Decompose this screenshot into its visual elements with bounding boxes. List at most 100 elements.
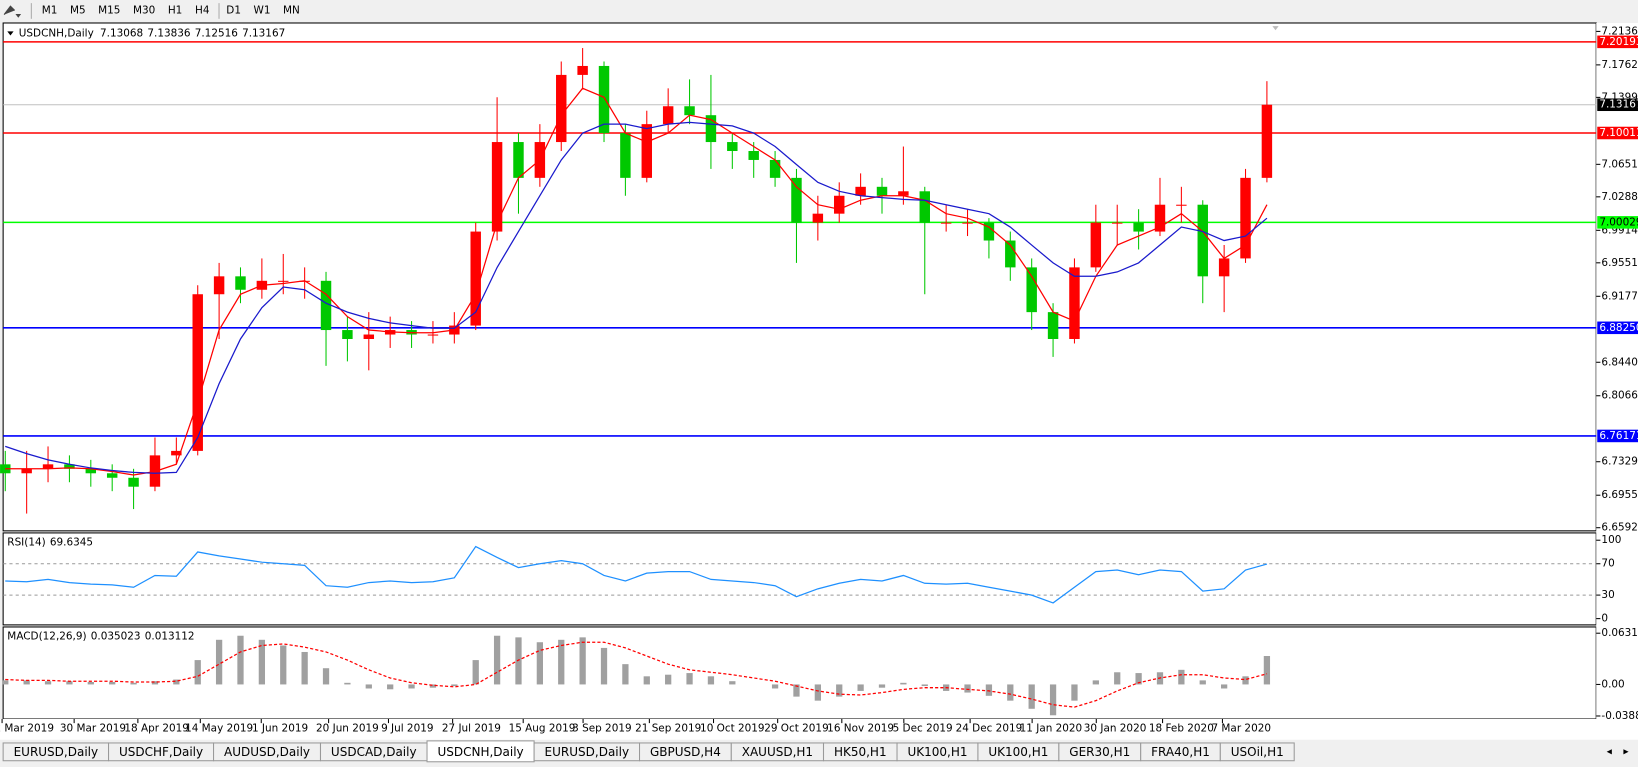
y-tick-label: 6.80660	[1601, 390, 1638, 402]
tab-label: XAUUSD,H1	[742, 745, 813, 759]
level-label-box	[1597, 321, 1638, 335]
tab-label: FRA40,H1	[1151, 745, 1210, 759]
macd-bar	[921, 684, 928, 687]
tab[interactable]: USDCHF,Daily	[108, 742, 215, 762]
candle-body	[1218, 258, 1230, 277]
candle-body	[876, 186, 888, 196]
macd-bar	[280, 645, 287, 685]
timeframe-button[interactable]: MN	[283, 4, 300, 16]
macd-bar	[109, 682, 116, 685]
candle-body	[235, 276, 246, 290]
macd-bar	[665, 674, 672, 685]
candle-body	[21, 468, 32, 474]
tab-label: USDCAD,Daily	[331, 745, 417, 759]
macd-bar	[985, 684, 993, 696]
macd-bar	[1049, 684, 1057, 716]
timeframe-button[interactable]: M30	[133, 4, 155, 16]
candle-body	[1197, 204, 1208, 277]
tab-background	[1219, 742, 1295, 762]
tab[interactable]: EURUSD,Daily	[533, 742, 641, 762]
timeframe-button[interactable]: M5	[70, 4, 86, 16]
macd-label: MACD(12,26,9)	[7, 630, 86, 642]
tab[interactable]: UK100,H1	[977, 742, 1060, 762]
candle-body	[983, 222, 995, 241]
macd-bar	[151, 681, 159, 685]
tab-label: EURUSD,Daily	[545, 745, 630, 759]
tab[interactable]: HK50,H1	[822, 742, 898, 762]
rsi-line	[5, 545, 1268, 604]
timeframe-button[interactable]: W1	[254, 4, 271, 16]
macd-bar	[408, 684, 415, 689]
macd-value: 0.013112	[145, 630, 195, 642]
candle-body	[128, 477, 139, 487]
level-label: 6.76171	[1599, 430, 1638, 442]
tab-label: GER30,H1	[1069, 745, 1130, 759]
tab-label: EURUSD,Daily	[14, 745, 99, 759]
macd-bar	[1071, 684, 1078, 701]
macd-bar	[2, 680, 9, 685]
tab[interactable]: FRA40,H1	[1140, 742, 1221, 762]
x-tick-label: 12 Mar 2019	[0, 722, 54, 734]
level-label-box	[1597, 216, 1638, 229]
macd-bar	[793, 684, 800, 697]
macd-bar	[173, 679, 180, 685]
candle-body	[470, 231, 481, 326]
candle-body	[64, 464, 75, 469]
y-tick-label: 7.06510	[1601, 158, 1638, 170]
tab-scroll-left[interactable]: ◂	[1607, 745, 1613, 757]
macd-bar	[237, 635, 244, 685]
candle-body	[427, 334, 439, 336]
macd-bar	[836, 684, 843, 697]
macd-bar	[878, 684, 886, 688]
candle-body	[1176, 204, 1187, 206]
timeframe-button[interactable]: M15	[98, 4, 120, 16]
x-tick-label: 5 Dec 2019	[893, 722, 953, 734]
timeframe-button[interactable]: D1	[226, 4, 241, 16]
macd-bar	[1114, 672, 1121, 685]
tab-scroll-right[interactable]: ▸	[1623, 745, 1629, 757]
macd-bar	[686, 673, 693, 685]
price-panel	[2, 22, 1597, 532]
timeframe-button[interactable]: H1	[168, 4, 182, 16]
macd-bar	[771, 684, 779, 689]
y-tick-label: 7.02880	[1601, 191, 1638, 203]
timeframe-button[interactable]: H4	[195, 4, 210, 16]
macd-bar	[66, 681, 73, 685]
tab[interactable]: GBPUSD,H4	[639, 742, 732, 762]
x-tick-label: 29 Oct 2019	[764, 722, 829, 734]
menu-arrow[interactable]	[7, 31, 14, 36]
level-label-box	[1597, 35, 1638, 49]
candle-body	[513, 142, 524, 178]
macd-bar	[579, 637, 586, 685]
level-label: 7.00029	[1599, 216, 1638, 228]
y-tick-label: 0.063113	[1601, 627, 1638, 639]
macd-bar	[900, 682, 907, 685]
chart-layer: M1 M5 M15 M30 H1 H4 D1 W1 MN USDCNH,Daily 7.13068 7…	[0, 3, 1638, 763]
tab[interactable]: GER30,H1	[1058, 742, 1142, 762]
macd-bar	[600, 647, 608, 685]
tab[interactable]: AUDUSD,Daily	[213, 742, 322, 762]
tool-icon[interactable]	[3, 5, 22, 18]
x-tick-label: 10 Oct 2019	[700, 722, 765, 734]
macd-bar	[258, 639, 266, 685]
macd-bar	[622, 664, 629, 685]
tab[interactable]: USDCAD,Daily	[319, 742, 428, 762]
candle-body	[1047, 312, 1059, 339]
tab[interactable]: XAUUSD,H1	[730, 742, 825, 762]
tab[interactable]: UK100,H1	[896, 742, 979, 762]
candle-body	[940, 222, 952, 224]
timeframe-button[interactable]: M1	[42, 4, 58, 16]
candle-body	[727, 142, 738, 152]
tab[interactable]: USOil,H1	[1219, 742, 1295, 762]
tab-label: GBPUSD,H4	[650, 745, 721, 759]
macd-bar	[1178, 669, 1185, 685]
tab[interactable]: EURUSD,Daily	[2, 742, 110, 762]
candle-body	[171, 450, 182, 456]
tab[interactable]: USDCNH,Daily	[426, 740, 535, 763]
candle-body	[748, 151, 759, 160]
rsi-value: 69.6345	[50, 536, 93, 548]
ohlc-value: 7.12516	[195, 27, 238, 39]
y-tick-label: 6.73290	[1601, 456, 1638, 468]
x-tick-label: 14 May 2019	[185, 722, 253, 734]
